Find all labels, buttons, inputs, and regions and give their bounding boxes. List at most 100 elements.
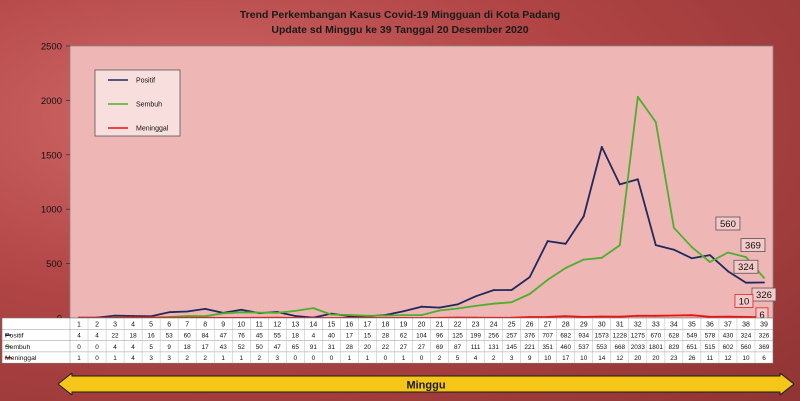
table-cell-positif: 4: [312, 333, 316, 340]
table-cell-positif: 60: [184, 333, 192, 340]
table-cell-meninggal: 12: [724, 355, 732, 362]
x-axis-label: Minggu: [406, 380, 445, 392]
table-cell-positif: 18: [130, 333, 138, 340]
legend-label-positif: Positif: [136, 78, 155, 85]
table-cell-sembuh: 515: [705, 344, 716, 351]
data-point-positif: [582, 215, 585, 218]
table-cell-meninggal: 2: [257, 355, 261, 362]
data-point-positif: [510, 289, 513, 291]
y-tick-label: 2000: [41, 96, 62, 107]
legend-label-sembuh: Sembuh: [136, 102, 162, 109]
table-cell-sembuh: 20: [364, 344, 372, 351]
table-cell-sembuh: 111: [471, 344, 481, 351]
data-point-sembuh: [600, 256, 603, 259]
data-point-meninggal: [528, 316, 531, 318]
y-tick-label: 500: [46, 259, 62, 270]
table-cell-sembuh: 1801: [649, 344, 664, 351]
legend-box: [94, 69, 181, 137]
data-point-positif: [474, 295, 477, 298]
table-cell-sembuh: 460: [560, 344, 571, 351]
table-cell-sembuh: 69: [436, 344, 444, 351]
data-point-sembuh: [474, 305, 477, 307]
x-tick-label: 6: [167, 321, 171, 328]
table-cell-positif: 707: [542, 333, 553, 340]
table-cell-positif: 256: [488, 333, 499, 340]
table-cell-sembuh: 27: [418, 344, 426, 351]
table-cell-sembuh: 4: [131, 344, 135, 351]
table-cell-sembuh: 22: [382, 344, 390, 351]
table-cell-sembuh: 553: [596, 344, 607, 351]
x-tick-label: 10: [237, 321, 245, 328]
table-cell-meninggal: 9: [528, 355, 532, 362]
data-point-sembuh: [420, 314, 423, 316]
data-point-positif: [528, 276, 531, 278]
x-tick-label: 30: [598, 321, 606, 328]
x-tick-label: 35: [688, 321, 696, 328]
data-point-positif: [240, 308, 243, 311]
x-tick-label: 26: [526, 321, 534, 328]
data-point-meninggal: [564, 315, 567, 318]
data-point-sembuh: [330, 313, 333, 316]
data-point-positif: [618, 183, 621, 186]
data-point-meninggal: [546, 316, 549, 318]
x-tick-label: 17: [364, 321, 372, 328]
x-tick-label: 8: [203, 321, 207, 328]
data-point-positif: [204, 307, 207, 310]
data-point-positif: [492, 289, 495, 292]
x-tick-label: 25: [508, 321, 516, 328]
x-tick-label: 14: [309, 321, 317, 328]
data-point-positif: [438, 306, 441, 309]
data-point-meninggal: [582, 316, 585, 318]
table-cell-meninggal: 4: [474, 355, 478, 362]
annotation-box: [733, 259, 759, 274]
x-tick-label: 33: [652, 321, 660, 328]
table-row-label: Positif: [5, 333, 24, 340]
data-point-positif: [564, 242, 567, 245]
legend-label-meninggal: Meninggal: [136, 126, 169, 133]
table-cell-meninggal: 1: [402, 355, 406, 362]
table-cell-meninggal: 10: [544, 355, 552, 362]
x-tick-label: 12: [273, 321, 281, 328]
annotation-label: 560: [720, 219, 736, 230]
x-tick-label: 19: [400, 321, 408, 328]
x-tick-label: 21: [436, 321, 444, 328]
data-point-sembuh: [366, 314, 369, 317]
table-cell-meninggal: 1: [221, 355, 225, 362]
x-axis-arrow: Minggu: [58, 373, 794, 395]
x-tick-label: 11: [256, 321, 263, 328]
data-point-sembuh: [763, 276, 765, 279]
table-cell-meninggal: 2: [438, 355, 442, 362]
data-point-positif: [727, 270, 729, 273]
table-cell-positif: 18: [292, 333, 300, 340]
annotation-box: [734, 294, 754, 308]
table-cell-sembuh: 17: [202, 344, 210, 351]
table-cell-positif: 62: [400, 333, 408, 340]
table-cell-sembuh: 43: [220, 344, 228, 351]
y-tick-label: 1000: [41, 205, 62, 216]
table-cell-sembuh: 602: [723, 344, 734, 351]
data-point-positif: [672, 248, 675, 251]
table-cell-sembuh: 9: [167, 344, 171, 351]
table-cell-positif: 15: [364, 333, 372, 340]
table-cell-positif: 47: [220, 333, 228, 340]
table-cell-sembuh: 91: [310, 344, 318, 351]
table-cell-positif: 53: [166, 333, 174, 340]
table-cell-positif: 76: [238, 333, 246, 340]
data-point-sembuh: [258, 311, 261, 314]
x-tick-label: 39: [760, 321, 768, 328]
table-cell-positif: 628: [669, 333, 680, 340]
data-point-meninggal: [654, 314, 657, 317]
table-cell-sembuh: 0: [95, 344, 99, 351]
annotation-label: 326: [756, 290, 772, 301]
data-point-positif: [600, 145, 603, 148]
table-cell-meninggal: 17: [562, 355, 570, 362]
data-point-sembuh: [672, 226, 675, 229]
table-cell-positif: 22: [112, 333, 120, 340]
y-tick-label: 1500: [41, 150, 62, 161]
data-point-sembuh: [510, 301, 513, 304]
table-cell-sembuh: 5: [149, 344, 153, 351]
table-cell-sembuh: 131: [488, 344, 499, 351]
table-cell-sembuh: 27: [400, 344, 408, 351]
data-point-sembuh: [564, 267, 567, 269]
